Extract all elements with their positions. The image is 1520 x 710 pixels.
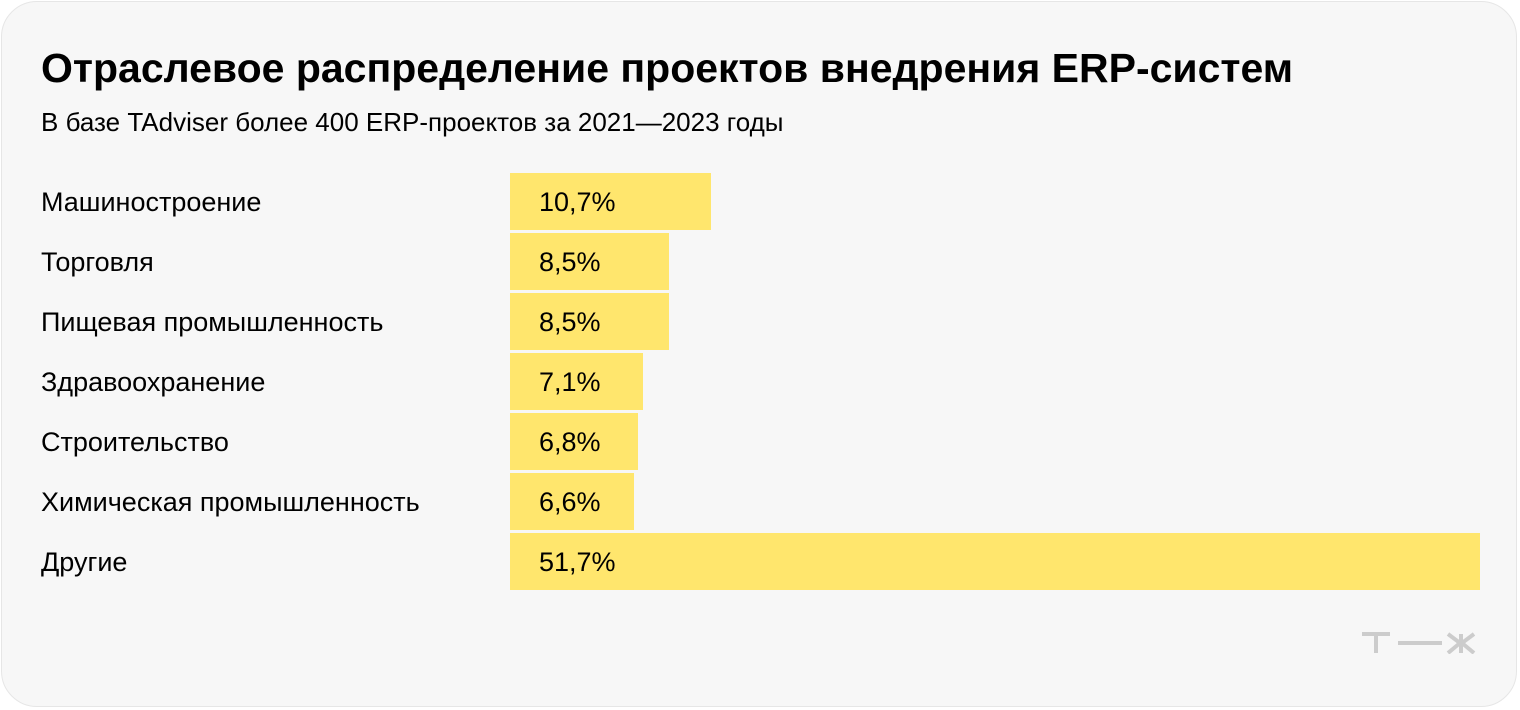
category-label: Химическая промышленность [41,487,420,517]
bar-chart: Машиностроение 10,7% Торговля 8,5% Пищевая п… [2,172,1518,592]
bar [510,413,638,470]
chart-subtitle: В базе TAdviser более 400 ERP-проектов з… [41,107,784,137]
bar [510,473,634,530]
value-label: 10,7% [539,187,616,217]
value-label: 6,6% [539,487,601,517]
bar-row: Торговля 8,5% [2,232,1518,292]
bar-row: Другие 51,7% [2,532,1518,592]
category-label: Машиностроение [41,187,262,217]
bar-row: Химическая промышленность 6,6% [2,472,1518,532]
category-label: Торговля [41,247,154,277]
bar [510,533,1480,590]
bar-row: Машиностроение 10,7% [2,172,1518,232]
value-label: 8,5% [539,307,601,337]
category-label: Пищевая промышленность [41,307,384,337]
value-label: 51,7% [539,547,616,577]
value-label: 6,8% [539,427,601,457]
category-label: Здравоохранение [41,367,266,397]
tzh-logo-icon [1362,632,1476,654]
value-label: 8,5% [539,247,601,277]
category-label: Другие [41,547,128,577]
bar-row: Здравоохранение 7,1% [2,352,1518,412]
bar [510,353,643,410]
category-label: Строительство [41,427,229,457]
bar-row: Пищевая промышленность 8,5% [2,292,1518,352]
bar [510,293,669,350]
chart-title: Отраслевое распределение проектов внедре… [41,45,1294,91]
bar [510,173,711,230]
value-label: 7,1% [539,367,601,397]
bar [510,233,669,290]
bar-row: Строительство 6,8% [2,412,1518,472]
